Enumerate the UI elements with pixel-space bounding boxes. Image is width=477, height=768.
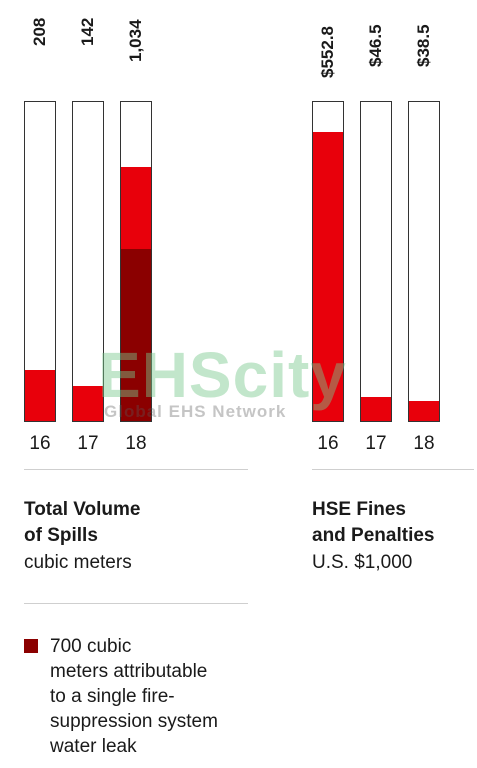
divider bbox=[312, 469, 474, 470]
watermark-tagline: Global EHS Network bbox=[104, 402, 287, 421]
value-label-spills-18: 1,034 bbox=[126, 19, 145, 62]
legend-line: to a single fire- bbox=[50, 686, 175, 707]
chart-title-spills-line-1: Total Volume bbox=[24, 499, 141, 520]
divider bbox=[24, 603, 248, 604]
watermark-logo: EHScity bbox=[98, 339, 347, 411]
tick-label-fines-17: 17 bbox=[365, 433, 387, 454]
chart-title-spills-line-2: of Spills bbox=[24, 525, 98, 546]
bar-segment-spills-18 bbox=[121, 167, 151, 250]
chart-title-fines-line-1: HSE Fines bbox=[312, 499, 406, 520]
legend-line: meters attributable bbox=[50, 661, 208, 682]
divider bbox=[24, 469, 248, 470]
bar-spills-17 bbox=[72, 101, 104, 422]
tick-label-fines-16: 16 bbox=[317, 433, 339, 454]
chart-unit-spills: cubic meters bbox=[24, 552, 132, 573]
chart-title-fines-line-2: and Penalties bbox=[312, 525, 435, 546]
bar-segment-spills-18-attributable bbox=[121, 249, 151, 421]
legend-line: water leak bbox=[50, 736, 137, 757]
value-label-fines-18: $38.5 bbox=[414, 24, 433, 67]
legend-line: suppression system bbox=[50, 711, 218, 732]
legend-text: 700 cubic meters attributable to a singl… bbox=[50, 634, 290, 759]
value-label-spills-17: 142 bbox=[78, 17, 97, 46]
bar-fines-18 bbox=[408, 101, 440, 422]
tick-label-spills-16: 16 bbox=[29, 433, 51, 454]
legend-line: 700 cubic bbox=[50, 636, 132, 657]
tick-label-spills-17: 17 bbox=[77, 433, 99, 454]
value-label-fines-17: $46.5 bbox=[366, 24, 385, 67]
bar-segment-spills-17 bbox=[73, 386, 103, 421]
chart-unit-fines: U.S. $1,000 bbox=[312, 552, 413, 573]
bar-segment-spills-16 bbox=[25, 369, 55, 421]
tick-label-spills-18: 18 bbox=[125, 433, 147, 454]
value-label-fines-16: $552.8 bbox=[318, 26, 337, 78]
bar-fines-17 bbox=[360, 101, 392, 422]
bar-segment-fines-16 bbox=[313, 131, 343, 421]
bar-segment-fines-18 bbox=[409, 400, 439, 421]
bar-fines-16 bbox=[312, 101, 344, 422]
bar-spills-18 bbox=[120, 101, 152, 422]
value-label-spills-16: 208 bbox=[30, 17, 49, 46]
bar-segment-fines-17 bbox=[361, 396, 391, 421]
tick-label-fines-18: 18 bbox=[413, 433, 435, 454]
legend-swatch bbox=[24, 639, 38, 653]
bar-spills-16 bbox=[24, 101, 56, 422]
